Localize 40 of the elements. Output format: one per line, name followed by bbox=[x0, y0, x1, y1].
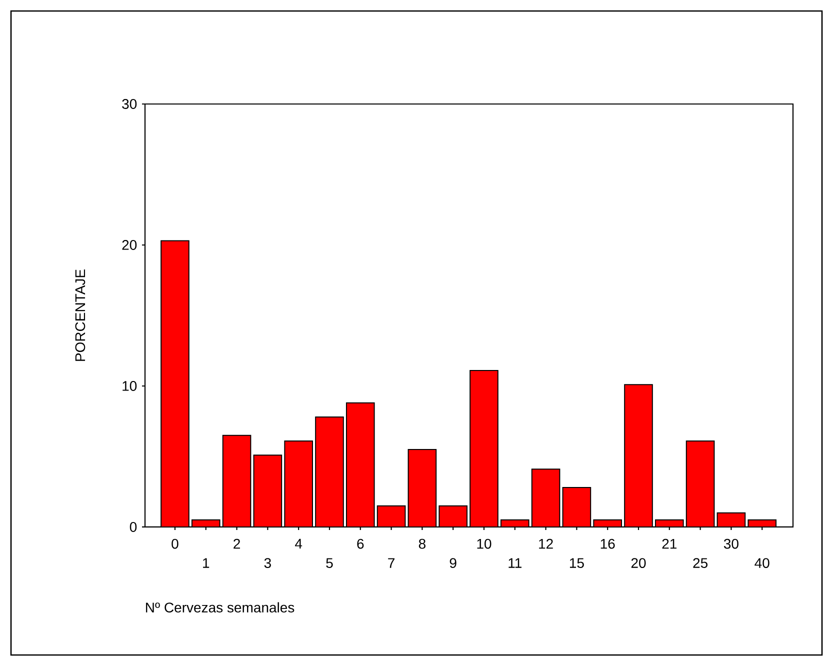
x-tick-label: 20 bbox=[631, 558, 646, 568]
x-tick-label: 16 bbox=[600, 538, 615, 549]
y-tick-label: 30 bbox=[122, 99, 137, 109]
x-tick-label: 8 bbox=[418, 538, 426, 549]
bar bbox=[161, 240, 189, 527]
x-tick-label: 5 bbox=[326, 558, 333, 568]
bar bbox=[377, 506, 406, 527]
x-tick-label: 30 bbox=[724, 538, 738, 549]
bar bbox=[532, 469, 560, 527]
x-axis-title: Nº Cervezas semanales bbox=[146, 602, 294, 612]
bar bbox=[624, 384, 652, 527]
bar bbox=[686, 440, 714, 527]
bar bbox=[408, 449, 436, 527]
x-tick-label: 11 bbox=[508, 558, 522, 568]
bar bbox=[346, 402, 374, 527]
bar bbox=[254, 455, 282, 527]
bar bbox=[222, 435, 251, 527]
y-tick-label: 0 bbox=[130, 522, 137, 532]
x-tick-label: 2 bbox=[234, 538, 240, 549]
x-tick-label: 21 bbox=[662, 538, 676, 549]
x-tick-label: 0 bbox=[172, 538, 178, 549]
y-tick-label: 20 bbox=[122, 240, 137, 250]
x-tick-label: 6 bbox=[357, 538, 364, 549]
x-tick-label: 15 bbox=[570, 558, 584, 568]
y-tick-label: 10 bbox=[122, 381, 137, 391]
x-tick-label: 25 bbox=[693, 558, 708, 568]
x-tick-label: 40 bbox=[754, 558, 770, 568]
bar bbox=[316, 417, 344, 527]
bar bbox=[439, 506, 467, 527]
x-tick-label: 12 bbox=[539, 538, 553, 549]
x-tick-label: 10 bbox=[477, 538, 492, 549]
bar bbox=[562, 488, 591, 527]
y-axis-title: PORCENTAJE bbox=[75, 270, 86, 361]
bar bbox=[284, 440, 312, 527]
x-tick-label: 7 bbox=[388, 558, 394, 568]
x-tick-label: 1 bbox=[203, 558, 210, 568]
bar bbox=[470, 370, 498, 527]
x-tick-label: 9 bbox=[450, 558, 456, 568]
x-tick-label: 4 bbox=[295, 538, 302, 548]
x-tick-label: 3 bbox=[264, 558, 271, 568]
